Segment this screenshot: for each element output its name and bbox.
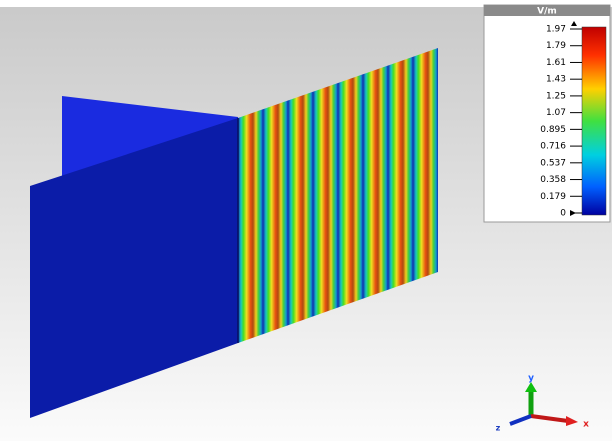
color-bar xyxy=(581,26,607,216)
legend-unit: V/m xyxy=(537,7,557,17)
front-plate xyxy=(30,118,238,418)
legend-tick-label: 0.179 xyxy=(540,192,566,202)
legend-tick-label: 1.43 xyxy=(546,75,566,85)
legend-tick-label: 1.79 xyxy=(546,41,566,51)
y-axis-label: y xyxy=(528,374,534,384)
legend-tick-label: 1.97 xyxy=(546,25,566,35)
z-axis-arrow xyxy=(509,414,532,426)
legend-tick-label: 0 xyxy=(560,209,566,219)
legend-tick-label: 1.61 xyxy=(546,58,566,68)
x-axis-arrow xyxy=(530,414,569,423)
legend-tick-label: 1.07 xyxy=(546,108,566,118)
x-axis-label: x xyxy=(583,420,589,430)
top-strip xyxy=(0,0,612,7)
z-axis-label: z xyxy=(496,424,501,433)
x-arrow-head xyxy=(566,416,578,426)
legend-marker-bottom xyxy=(570,210,576,216)
legend-marker-top xyxy=(571,21,577,26)
legend-tick-label: 0.716 xyxy=(540,142,566,152)
legend-header xyxy=(484,5,610,16)
legend-tick-label: 0.895 xyxy=(540,125,566,135)
striped-panel xyxy=(238,48,438,343)
legend-ticks: 1.97 1.79 1.61 1.43 1.25 1.07 0.895 0.716 0.537 0… xyxy=(540,21,582,219)
y-arrow-head xyxy=(525,382,537,392)
legend-tick-label: 1.25 xyxy=(546,91,566,101)
legend-tick-label: 0.537 xyxy=(540,158,566,168)
legend-tick-label: 0.358 xyxy=(540,175,566,185)
legend: V/m 1.97 1.79 1.61 1.43 1.25 1.07 0.895 0.716 0.… xyxy=(483,4,611,223)
axis-triad: y x z xyxy=(496,374,589,433)
